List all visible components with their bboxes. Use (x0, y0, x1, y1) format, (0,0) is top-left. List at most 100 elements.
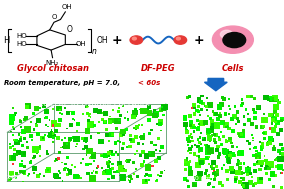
Point (57, 108, 62, 112)
Point (249, 95, 254, 98)
Point (119, 133, 123, 136)
Point (32, 167, 37, 170)
Point (224, 124, 228, 127)
Point (263, 118, 268, 121)
Point (279, 117, 284, 120)
Point (109, 133, 114, 136)
Point (105, 133, 110, 136)
Point (124, 146, 129, 149)
Point (267, 142, 271, 145)
Point (14, 172, 18, 175)
Point (51, 122, 55, 125)
Point (45, 150, 49, 153)
Point (251, 154, 256, 157)
Point (227, 138, 232, 141)
Point (76, 175, 80, 178)
Point (201, 102, 205, 105)
Point (122, 167, 127, 170)
Point (205, 97, 209, 100)
Point (188, 151, 193, 154)
Point (60, 161, 64, 164)
Point (220, 122, 224, 125)
Point (273, 97, 277, 100)
Point (208, 104, 212, 107)
Point (264, 159, 268, 162)
Point (193, 153, 197, 156)
Point (147, 168, 152, 171)
Point (11, 133, 15, 136)
Point (22, 130, 26, 133)
Point (38, 147, 43, 150)
Point (28, 161, 33, 164)
Point (53, 159, 57, 162)
Point (31, 171, 36, 174)
Point (22, 171, 26, 174)
Point (51, 134, 56, 137)
Point (8, 146, 13, 149)
Point (235, 117, 240, 120)
Point (230, 145, 234, 148)
Point (259, 125, 264, 129)
Point (47, 132, 52, 135)
Point (121, 176, 125, 179)
Point (12, 156, 16, 159)
Point (49, 129, 54, 132)
Point (14, 153, 18, 156)
Point (136, 142, 140, 145)
Point (20, 144, 25, 147)
Point (201, 137, 205, 140)
Point (44, 110, 49, 113)
Point (36, 146, 40, 149)
Point (156, 173, 160, 176)
Point (206, 155, 211, 158)
Point (34, 108, 39, 111)
Point (209, 126, 214, 129)
Point (199, 172, 204, 175)
Point (148, 174, 152, 177)
Point (129, 178, 134, 181)
Point (247, 142, 251, 145)
Point (193, 182, 198, 185)
Point (159, 171, 164, 174)
Point (89, 156, 94, 159)
Point (241, 177, 246, 180)
Point (202, 123, 207, 126)
Point (84, 154, 89, 157)
Point (103, 120, 107, 123)
Point (197, 151, 201, 154)
Point (11, 125, 15, 129)
Point (188, 148, 192, 151)
Point (15, 141, 19, 144)
Point (247, 118, 251, 121)
Point (273, 125, 278, 128)
Point (117, 169, 122, 172)
Point (258, 179, 263, 182)
Point (204, 144, 208, 147)
Point (200, 161, 204, 164)
Point (235, 171, 240, 174)
Point (205, 114, 210, 117)
Point (244, 184, 248, 187)
Point (242, 115, 246, 118)
Point (231, 130, 236, 133)
Point (43, 117, 47, 120)
Point (63, 107, 68, 110)
Point (226, 125, 230, 128)
Point (213, 175, 217, 178)
Point (229, 118, 234, 121)
Point (24, 106, 29, 109)
Point (273, 117, 277, 120)
Circle shape (176, 37, 180, 40)
Point (106, 165, 110, 168)
Point (196, 127, 201, 130)
Point (14, 139, 18, 142)
Point (189, 121, 193, 124)
Point (162, 105, 167, 108)
Point (74, 175, 78, 178)
Point (204, 105, 209, 108)
Circle shape (130, 36, 143, 44)
Point (214, 124, 219, 127)
Point (270, 98, 275, 101)
Point (256, 154, 260, 157)
Point (199, 143, 203, 146)
